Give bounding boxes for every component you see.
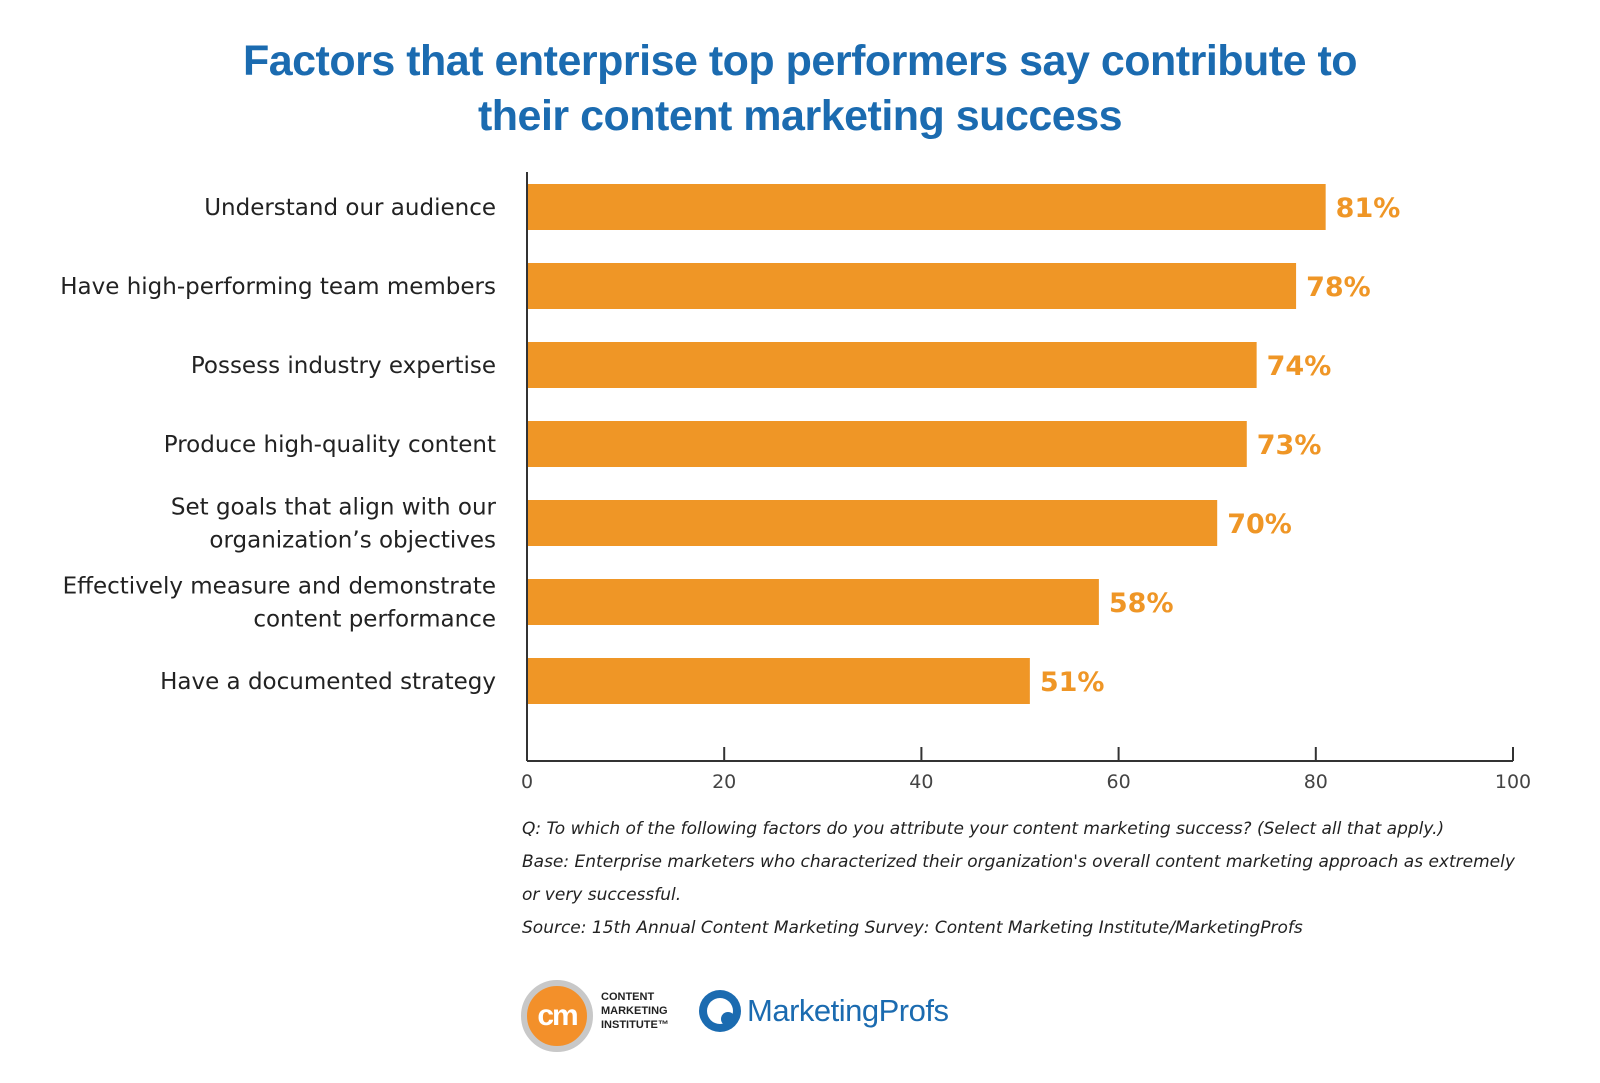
cmi-logo-line-2: MARKETING [601, 1005, 668, 1017]
cmi-logo-line-3: INSTITUTE™ [601, 1019, 669, 1031]
category-label: Have a documented strategy [160, 669, 496, 695]
base-note-line-2: or very successful. [522, 885, 682, 905]
x-tick-label: 100 [1495, 771, 1531, 793]
bar [527, 263, 1297, 309]
value-label: 58% [1109, 588, 1174, 619]
x-tick-label: 0 [521, 771, 533, 793]
bar [527, 421, 1247, 467]
x-tick-label: 60 [1107, 771, 1131, 793]
source-note: Source: 15th Annual Content Marketing Su… [522, 918, 1303, 938]
value-label: 51% [1040, 667, 1105, 698]
question-note: Q: To which of the following factors do … [522, 819, 1445, 839]
bar [527, 579, 1099, 625]
marketingprofs-logo-text: MarketingProfs [747, 993, 949, 1028]
category-label: Produce high-quality content [164, 432, 496, 458]
category-label: Have high-performing team members [60, 274, 496, 300]
marketingprofs-logo-icon [699, 990, 741, 1032]
base-note-line-1: Base: Enterprise marketers who character… [522, 852, 1515, 872]
x-tick-label: 20 [712, 771, 736, 793]
chart-title-line-1: Factors that enterprise top performers s… [242, 37, 1358, 85]
value-label: 70% [1227, 509, 1292, 540]
category-label: Set goals that align with our [171, 495, 497, 521]
bar [527, 184, 1326, 230]
bar [527, 342, 1257, 388]
value-label: 81% [1336, 193, 1401, 224]
cmi-logo-text: CONTENT MARKETING INSTITUTE™ [601, 990, 691, 1032]
bar [527, 500, 1218, 546]
category-label: Effectively measure and demonstrate [63, 574, 496, 600]
cmi-logo-mark: cm [521, 980, 593, 1052]
cmi-logo-line-1: CONTENT [601, 991, 655, 1003]
chart-title: Factors that enterprise top performers s… [0, 34, 1600, 144]
footer-logos: cm CONTENT MARKETING INSTITUTE™ Marketin… [521, 980, 981, 1054]
category-label: content performance [253, 607, 496, 633]
value-label: 73% [1257, 430, 1322, 461]
x-tick-label: 80 [1304, 771, 1328, 793]
chart-notes: Q: To which of the following factors do … [522, 813, 1562, 945]
value-label: 78% [1306, 272, 1371, 303]
chart-title-line-2: their content marketing success [477, 92, 1123, 140]
bar-chart: 81% Understand our audience 78% Have high-p… [60, 172, 1531, 793]
category-label: Possess industry expertise [191, 353, 496, 379]
category-label: organization’s objectives [209, 528, 496, 554]
value-label: 74% [1267, 351, 1332, 382]
category-label: Understand our audience [204, 195, 496, 221]
x-tick-label: 40 [909, 771, 933, 793]
bar [527, 658, 1030, 704]
